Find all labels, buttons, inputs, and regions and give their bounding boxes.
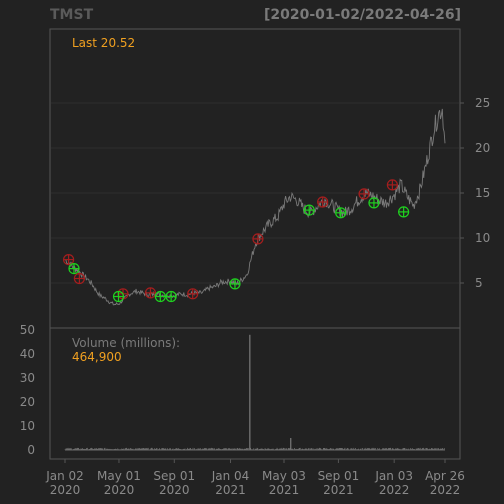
buy-signal-marker [154, 290, 166, 303]
x-tick-label-year: 2020 [104, 483, 135, 497]
x-tick-label-year: 2020 [159, 483, 190, 497]
price-y-tick-label: 20 [475, 141, 490, 155]
buy-signal-marker [165, 290, 177, 303]
buy-signal-marker [368, 197, 380, 209]
x-tick-label-month: Apr 26 [425, 469, 465, 483]
x-tick-label-month: Jan 03 [374, 469, 413, 483]
volume-y-axis: 0 10 20 30 40 50 [20, 323, 35, 457]
buy-signals [68, 197, 410, 303]
x-tick-label-month: May 01 [97, 469, 141, 483]
volume-y-tick-label: 30 [20, 371, 35, 385]
price-panel: 5 10 15 20 25 Last 20.52 [49, 28, 490, 329]
sell-signal-marker [187, 288, 199, 300]
sell-signal-marker [358, 188, 370, 200]
x-tick-label-month: May 03 [262, 469, 306, 483]
volume-y-tick-label: 10 [20, 419, 35, 433]
x-tick-label-month: Jan 04 [211, 469, 250, 483]
buy-signal-marker [112, 290, 125, 303]
volume-bars [64, 334, 445, 451]
price-y-tick-label: 5 [475, 276, 483, 290]
buy-signal-marker [68, 263, 80, 275]
buy-signal-marker [398, 206, 410, 218]
x-tick-label-year: 2022 [430, 483, 461, 497]
x-tick-label-year: 2022 [379, 483, 410, 497]
buy-signal-marker [303, 204, 315, 216]
sell-signals [62, 179, 398, 300]
x-tick-label-month: Jan 02 [45, 469, 84, 483]
sell-signal-marker [317, 196, 329, 208]
x-tick-label-month: Sep 01 [153, 469, 195, 483]
buy-signal-marker [229, 278, 241, 290]
date-range-label: [2020-01-02/2022-04-26] [264, 7, 461, 23]
volume-panel-frame [49, 327, 461, 460]
x-tick-label-year: 2021 [215, 483, 246, 497]
price-panel-frame [49, 28, 461, 329]
sell-signal-marker [252, 233, 264, 245]
sell-signal-marker [386, 179, 398, 191]
volume-panel: 0 10 20 30 40 50 Volume (millions): 464,900 [20, 323, 461, 460]
price-y-tick-label: 10 [475, 231, 490, 245]
price-gridlines [51, 102, 459, 284]
volume-last-label: 464,900 [72, 350, 122, 364]
price-y-axis: 5 10 15 20 25 [460, 96, 490, 290]
volume-title: Volume (millions): [72, 336, 180, 350]
sell-signal-marker [62, 254, 75, 266]
chart-title: TMST [50, 7, 94, 23]
volume-y-tick-label: 20 [20, 395, 35, 409]
x-tick-label-year: 2021 [269, 483, 300, 497]
x-tick-label-month: Sep 01 [318, 469, 360, 483]
buy-signal-marker [335, 207, 347, 219]
price-y-tick-label: 25 [475, 96, 490, 110]
x-tick-label-year: 2020 [50, 483, 81, 497]
volume-y-tick-label: 50 [20, 323, 35, 337]
volume-y-tick-label: 40 [20, 347, 35, 361]
last-price-label: Last 20.52 [72, 36, 135, 50]
x-tick-label-year: 2021 [323, 483, 354, 497]
volume-y-tick-label: 0 [27, 443, 35, 457]
price-y-tick-label: 15 [475, 186, 490, 200]
sell-signal-marker [73, 272, 85, 285]
sell-signal-marker [144, 287, 157, 299]
